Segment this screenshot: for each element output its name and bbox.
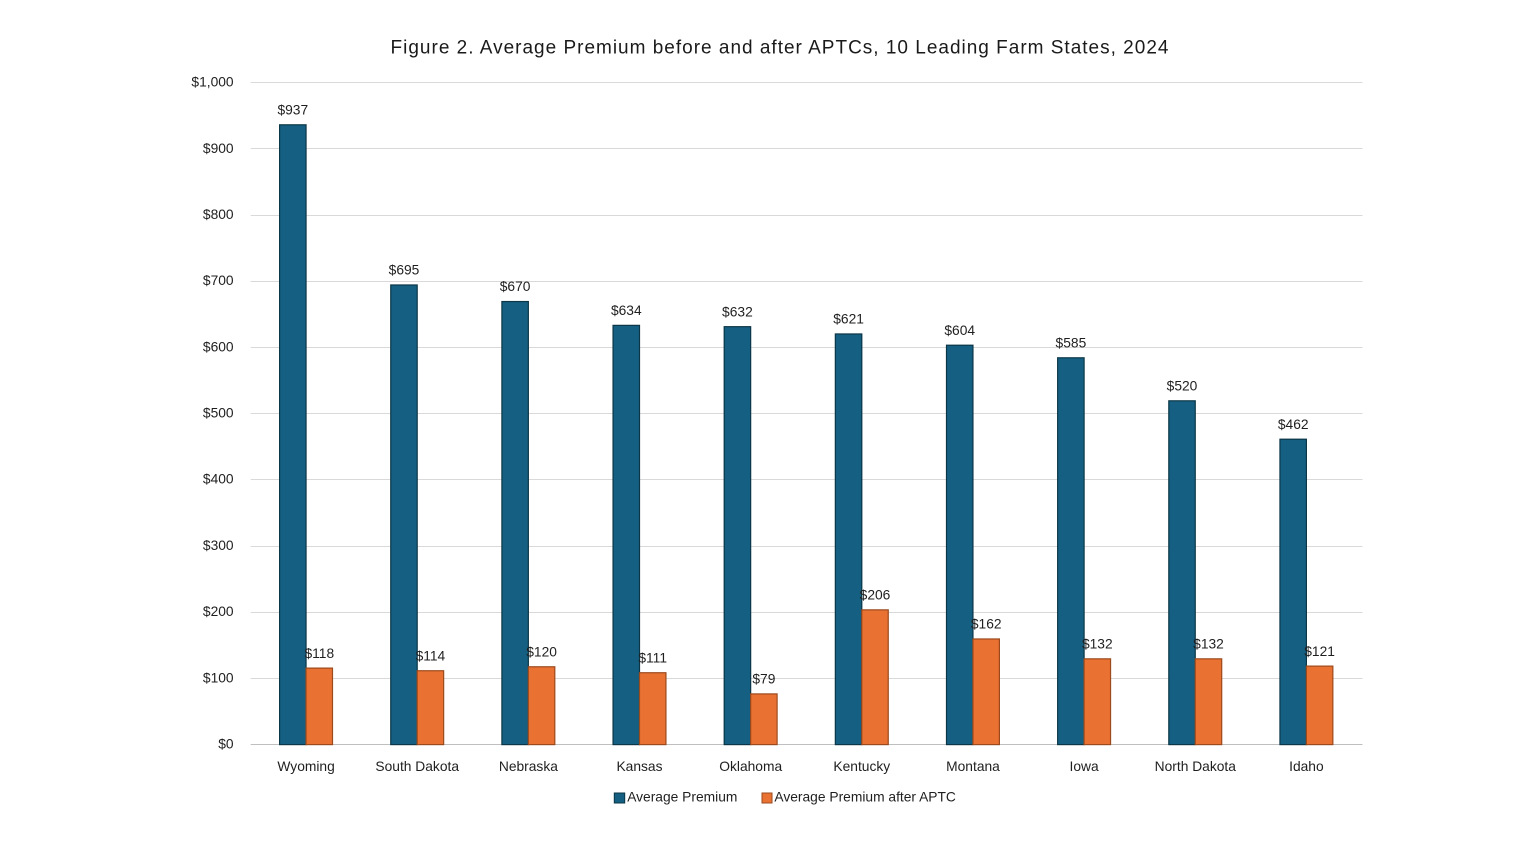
svg-text:Oklahoma: Oklahoma: [719, 759, 782, 774]
svg-text:$200: $200: [203, 604, 234, 619]
svg-text:$121: $121: [1304, 644, 1335, 659]
svg-text:$300: $300: [203, 538, 234, 553]
svg-text:Kansas: Kansas: [616, 759, 662, 774]
svg-text:Average Premium after APTC: Average Premium after APTC: [774, 789, 956, 804]
svg-text:$114: $114: [416, 648, 446, 663]
svg-text:$118: $118: [304, 646, 334, 661]
svg-text:South Dakota: South Dakota: [375, 759, 459, 774]
svg-text:$162: $162: [971, 617, 1002, 632]
svg-text:$120: $120: [526, 645, 557, 660]
svg-text:Average Premium: Average Premium: [627, 789, 737, 804]
svg-text:$900: $900: [203, 141, 234, 156]
svg-text:$0: $0: [218, 737, 234, 752]
svg-text:$206: $206: [860, 588, 891, 603]
svg-text:Montana: Montana: [946, 759, 1000, 774]
svg-text:$520: $520: [1167, 379, 1198, 394]
svg-text:Iowa: Iowa: [1070, 759, 1099, 774]
svg-text:$500: $500: [203, 406, 234, 421]
svg-text:$700: $700: [203, 273, 234, 288]
svg-text:Idaho: Idaho: [1289, 759, 1324, 774]
svg-text:North Dakota: North Dakota: [1155, 759, 1237, 774]
svg-text:$634: $634: [611, 303, 642, 318]
svg-text:$937: $937: [277, 103, 308, 118]
svg-text:$132: $132: [1082, 637, 1113, 652]
svg-text:$111: $111: [638, 650, 667, 665]
svg-text:$462: $462: [1278, 417, 1309, 432]
svg-text:$400: $400: [203, 472, 234, 487]
svg-text:$670: $670: [500, 279, 531, 294]
svg-text:$800: $800: [203, 207, 234, 222]
svg-text:$585: $585: [1056, 336, 1087, 351]
svg-text:$632: $632: [722, 304, 753, 319]
svg-text:$100: $100: [203, 670, 234, 685]
svg-text:$1,000: $1,000: [191, 75, 234, 90]
svg-text:Wyoming: Wyoming: [277, 759, 334, 774]
svg-text:Figure 2. Average Premium befo: Figure 2. Average Premium before and aft…: [391, 38, 1170, 59]
svg-text:$79: $79: [752, 672, 775, 687]
svg-text:Kentucky: Kentucky: [833, 759, 890, 774]
svg-text:Nebraska: Nebraska: [499, 759, 558, 774]
svg-text:$695: $695: [389, 263, 420, 278]
svg-text:$604: $604: [944, 323, 975, 338]
svg-text:$132: $132: [1193, 637, 1224, 652]
svg-text:$621: $621: [833, 312, 864, 327]
svg-text:$600: $600: [203, 339, 234, 354]
